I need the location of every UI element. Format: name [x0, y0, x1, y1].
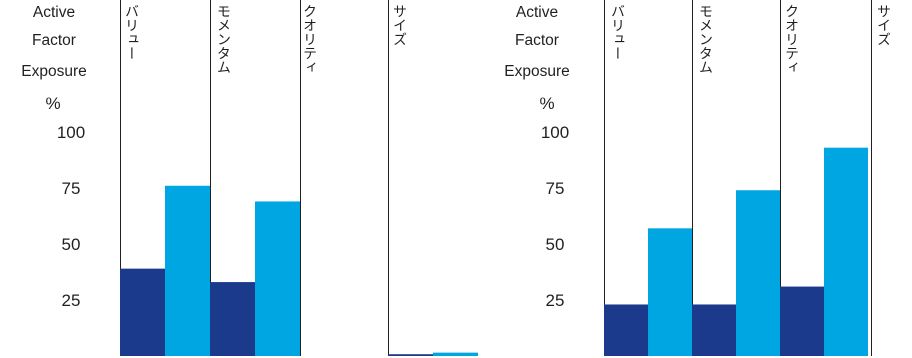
bar-series-2-2: [736, 190, 780, 356]
bar-series-1-3: [780, 286, 824, 356]
y-axis-unit: %: [45, 94, 60, 113]
y-axis-label-line: Active: [33, 4, 75, 21]
y-axis-label-line: Exposure: [504, 63, 569, 80]
y-axis-label-line: Factor: [515, 32, 559, 49]
y-tick-label: 25: [62, 291, 81, 310]
y-tick-label: 100: [57, 123, 85, 142]
y-tick-label: 50: [546, 235, 565, 254]
bar-series-1-4: [388, 354, 433, 356]
category-label: クオリティ: [302, 4, 318, 74]
category-label: サイズ: [392, 4, 408, 46]
chart-panel-2: Active Factor Exposure% 25 50 75 100 バリュー モメンタム ク…: [504, 0, 892, 356]
y-tick-label: 100: [541, 123, 569, 142]
y-axis-label-line: Exposure: [21, 63, 86, 80]
y-tick-label: 75: [546, 179, 565, 198]
y-axis-label-line: Factor: [32, 32, 76, 49]
category-label: サイズ: [876, 4, 892, 46]
y-axis-label-line: Active: [516, 4, 558, 21]
bar-series-1-2: [692, 304, 736, 356]
category-label: バリュー: [124, 4, 140, 60]
category-label: バリュー: [610, 4, 626, 60]
bar-series-1-1: [604, 304, 648, 356]
y-tick-label: 25: [546, 291, 565, 310]
y-tick-label: 50: [62, 235, 81, 254]
bar-series-2-1: [165, 185, 210, 356]
bar-series-1-2: [210, 282, 255, 356]
y-tick-label: 75: [62, 179, 81, 198]
bar-series-1-1: [120, 268, 165, 356]
bar-series-2-1: [648, 228, 692, 356]
bar-series-2-4: [433, 352, 478, 356]
bar-series-2-3: [824, 147, 868, 356]
category-label: モメンタム: [698, 4, 714, 74]
y-axis-unit: %: [539, 94, 554, 113]
chart-panel-1: Active Factor Exposure% 25 50 75 100 バリュー モメンタム ク…: [21, 0, 478, 356]
category-label: モメンタム: [216, 4, 232, 74]
category-label: クオリティ: [784, 4, 800, 74]
bar-series-2-2: [255, 201, 300, 356]
